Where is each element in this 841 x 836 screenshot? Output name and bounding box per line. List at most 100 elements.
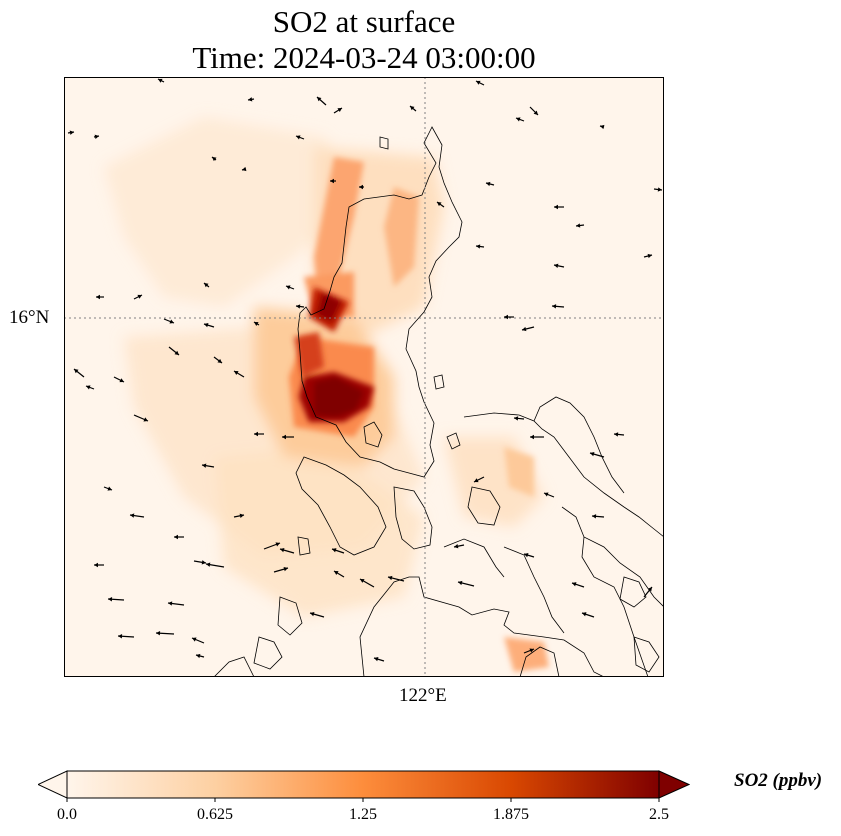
wind-vector-arrow xyxy=(254,431,264,437)
so2-field xyxy=(104,117,549,672)
colorbar-tick-label: 0.0 xyxy=(57,806,77,823)
wind-vector-arrow xyxy=(129,513,145,518)
wind-vector-arrow xyxy=(571,582,585,588)
wind-vector-arrow xyxy=(591,514,605,519)
colorbar-gradient xyxy=(66,770,660,799)
wind-vector-arrow xyxy=(285,285,295,290)
wind-vector-arrow xyxy=(201,463,215,468)
wind-vector-arrow xyxy=(543,492,555,498)
wind-vector-arrow xyxy=(133,294,143,300)
wind-vector-arrow xyxy=(599,124,605,130)
wind-vector-arrow xyxy=(203,323,215,328)
wind-vector-arrow xyxy=(589,451,605,458)
wind-vector-arrow xyxy=(523,553,535,558)
wind-vector-arrow xyxy=(279,547,295,554)
wind-vector-arrow xyxy=(96,294,104,300)
wind-vector-arrow xyxy=(211,156,217,162)
wind-vector-arrow xyxy=(575,223,585,228)
wind-vector-arrow xyxy=(193,560,207,565)
wind-vector-arrow xyxy=(233,513,245,518)
wind-vector-arrow xyxy=(85,385,95,390)
wind-vector-arrow xyxy=(409,105,417,112)
wind-vector-arrow xyxy=(643,253,653,259)
wind-vector-arrow xyxy=(191,637,205,644)
wind-vector-arrow xyxy=(113,376,125,383)
wind-vector-arrow xyxy=(295,304,305,309)
wind-vector-arrow xyxy=(359,184,364,190)
wind-vector-arrow xyxy=(387,575,405,582)
longitude-tick-label: 122°E xyxy=(399,685,447,706)
wind-vector-arrow xyxy=(473,476,485,483)
wind-vector-arrow xyxy=(93,134,100,139)
wind-vector-arrow xyxy=(295,135,305,140)
colorbar-tick-label: 1.875 xyxy=(493,806,529,823)
wind-vector-arrow xyxy=(117,634,135,639)
wind-vector-arrow xyxy=(195,653,205,659)
wind-vector-arrow xyxy=(521,326,535,332)
wind-vector-arrow xyxy=(485,181,495,187)
wind-vector-arrow xyxy=(475,80,485,86)
gridlines xyxy=(64,77,664,677)
wind-vector-arrow xyxy=(247,97,255,102)
wind-vector-arrow xyxy=(330,178,336,184)
colorbar-tick-label: 0.625 xyxy=(197,806,233,823)
colorbar-tick-label: 2.5 xyxy=(649,806,669,823)
wind-vector-arrow xyxy=(167,601,185,606)
wind-vector-arrow xyxy=(155,631,175,636)
wind-vector-arrow xyxy=(551,304,565,309)
wind-vector-arrow xyxy=(331,548,345,554)
wind-vector-arrow xyxy=(263,542,281,550)
wind-vector-arrow xyxy=(359,578,375,588)
wind-vector-arrow xyxy=(504,314,514,320)
wind-vector-arrow xyxy=(233,370,245,378)
wind-vector-arrow xyxy=(168,346,180,356)
wind-vector-arrow xyxy=(107,597,125,602)
colorbar-min-extend xyxy=(38,770,68,799)
wind-vector-arrow xyxy=(653,187,663,192)
wind-vector-arrow xyxy=(133,414,149,422)
wind-vector-arrow xyxy=(309,611,325,618)
wind-vector-arrow xyxy=(157,78,165,83)
wind-vector-arrow xyxy=(475,244,485,249)
map-panel xyxy=(64,77,664,677)
wind-vector-arrow xyxy=(643,586,653,598)
colorbar-max-extend xyxy=(658,770,690,799)
wind-vector-arrow xyxy=(163,318,175,324)
coastlines xyxy=(213,126,664,677)
wind-vector-arrow xyxy=(530,434,544,440)
wind-vector-arrow xyxy=(529,106,539,116)
latitude-tick-label: 16°N xyxy=(9,307,50,328)
wind-vector-arrow xyxy=(253,321,260,326)
wind-vector-arrow xyxy=(373,657,385,662)
wind-vector-arrow xyxy=(316,96,327,106)
wind-vector-arrow xyxy=(174,534,184,540)
wind-vector-field xyxy=(64,78,664,662)
wind-vector-arrow xyxy=(554,204,564,210)
wind-vector-arrow xyxy=(205,562,225,568)
wind-vector-arrow xyxy=(203,282,210,288)
map-title-line-1: SO2 at surface xyxy=(272,4,456,39)
wind-vector-arrow xyxy=(67,130,75,135)
wind-vector-arrow xyxy=(73,368,85,378)
map-frame xyxy=(64,77,664,677)
wind-vector-arrow xyxy=(513,416,525,421)
wind-vector-arrow xyxy=(515,117,525,122)
wind-vector-arrow xyxy=(241,166,247,172)
wind-vector-arrow xyxy=(103,486,113,491)
wind-vector-arrow xyxy=(553,263,565,268)
wind-vector-arrow xyxy=(94,562,104,568)
colorbar-tick-label: 1.25 xyxy=(349,806,377,823)
wind-vector-arrow xyxy=(333,570,345,578)
wind-vector-arrow xyxy=(457,580,475,587)
wind-vector-arrow xyxy=(523,648,535,654)
wind-vector-arrow xyxy=(581,612,595,618)
wind-vector-arrow xyxy=(273,566,289,573)
wind-vector-arrow xyxy=(453,544,465,549)
wind-vector-arrow xyxy=(282,434,294,440)
wind-vector-arrow xyxy=(213,356,223,364)
colorbar-label: SO2 (ppbv) xyxy=(734,770,823,791)
wind-vector-arrow xyxy=(436,201,445,208)
colorbar xyxy=(38,770,690,802)
wind-vector-arrow xyxy=(613,432,625,437)
map-title-line-2: Time: 2024-03-24 03:00:00 xyxy=(192,40,536,75)
